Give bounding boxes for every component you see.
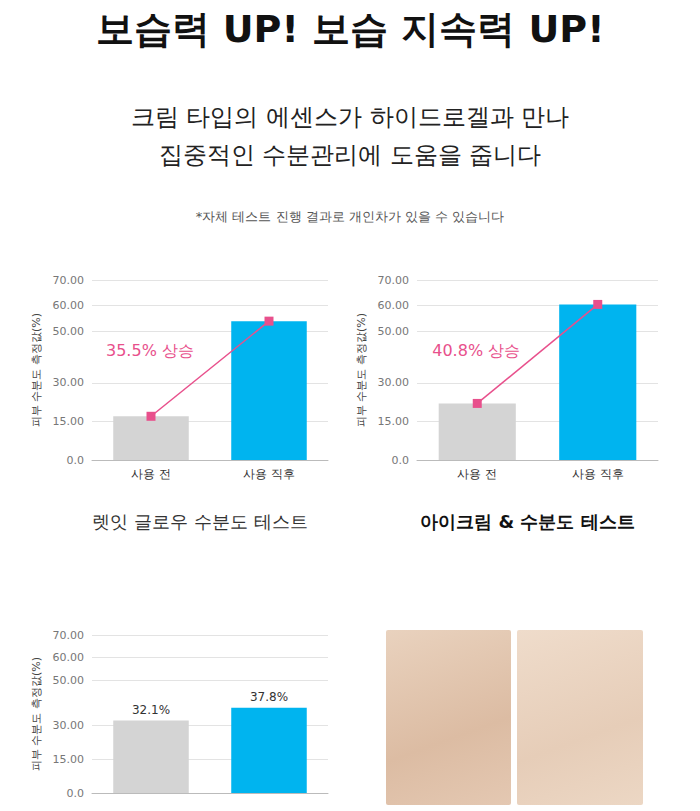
html-text:집중적인 수분관리에 도움을 줍니다: 집중적인 수분관리에 도움을 줍니다 [158, 141, 542, 169]
svg-text:피부 수분도 측정값(%): 피부 수분도 측정값(%) [355, 313, 368, 427]
svg-text:30.00: 30.00 [53, 719, 85, 732]
svg-text:15.00: 15.00 [53, 753, 85, 766]
svg-text:70.00: 70.00 [53, 274, 85, 287]
html-text:렛잇 글로우 수분도 테스트: 렛잇 글로우 수분도 테스트 [92, 511, 308, 532]
svg-text:사용 전: 사용 전 [457, 467, 497, 481]
svg-text:50.00: 50.00 [378, 325, 410, 338]
svg-text:15.00: 15.00 [378, 415, 410, 428]
svg-text:30.00: 30.00 [53, 376, 85, 389]
svg-text:37.8%: 37.8% [250, 690, 288, 704]
svg-text:32.1%: 32.1% [132, 703, 170, 717]
svg-text:50.00: 50.00 [53, 325, 85, 338]
html-text:아이크림 & 수분도 테스트: 아이크림 & 수분도 테스트 [420, 511, 635, 532]
svg-text:0.0: 0.0 [67, 454, 85, 467]
svg-text:70.00: 70.00 [378, 274, 410, 287]
html-text:*자체 테스트 진행 결과로 개인차가 있을 수 있습니다: *자체 테스트 진행 결과로 개인차가 있을 수 있습니다 [195, 209, 505, 224]
svg-text:사용 직후: 사용 직후 [572, 467, 624, 481]
svg-text:피부 수분도 측정값(%): 피부 수분도 측정값(%) [30, 657, 43, 771]
html-text:보습력 UP! 보습 지속력 UP!: 보습력 UP! 보습 지속력 UP! [95, 7, 605, 51]
svg-text:0.0: 0.0 [392, 454, 410, 467]
svg-text:60.00: 60.00 [378, 299, 410, 312]
svg-text:35.5% 상승: 35.5% 상승 [106, 341, 194, 360]
svg-text:30.00: 30.00 [378, 376, 410, 389]
svg-text:0.0: 0.0 [67, 787, 85, 800]
svg-text:사용 직후: 사용 직후 [243, 467, 295, 481]
svg-text:60.00: 60.00 [53, 299, 85, 312]
svg-text:70.00: 70.00 [53, 629, 85, 642]
svg-text:40.8% 상승: 40.8% 상승 [432, 341, 520, 360]
html-text:크림 타입의 에센스가 하이드로겔과 만나: 크림 타입의 에센스가 하이드로겔과 만나 [130, 103, 570, 131]
svg-text:50.00: 50.00 [53, 674, 85, 687]
svg-text:60.00: 60.00 [53, 651, 85, 664]
svg-text:15.00: 15.00 [53, 415, 85, 428]
svg-text:사용 전: 사용 전 [131, 467, 171, 481]
svg-text:피부 수분도 측정값(%): 피부 수분도 측정값(%) [30, 313, 43, 427]
